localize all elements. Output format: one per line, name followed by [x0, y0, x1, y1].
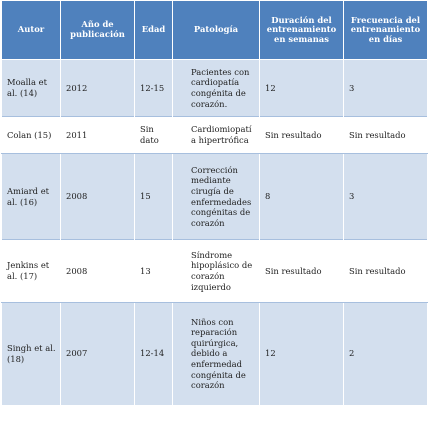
cell-duracion: Sin resultado [259, 116, 344, 154]
cell-autor: Singh et al. (18) [1, 302, 61, 405]
table-header: Autor Año de publicación Edad Patología … [1, 1, 428, 60]
cell-autor: Jenkins et al. (17) [1, 239, 61, 303]
cell-patologia: Niños con reparación quirúrgica, debido … [172, 302, 260, 405]
cell-anio: 2011 [60, 116, 135, 154]
header-edad: Edad [134, 1, 173, 60]
cell-duracion: 12 [259, 302, 344, 405]
header-row: Autor Año de publicación Edad Patología … [1, 1, 428, 60]
cell-anio: 2007 [60, 302, 135, 405]
cell-frecuencia: Sin resultado [343, 239, 428, 303]
cell-anio: 2012 [60, 59, 135, 117]
cell-edad: 15 [134, 153, 173, 240]
table-row: Singh et al. (18) 2007 12-14 Niños con r… [1, 302, 428, 405]
cell-frecuencia: Sin resultado [343, 116, 428, 154]
cell-duracion: Sin resultado [259, 239, 344, 303]
cell-duracion: 8 [259, 153, 344, 240]
table-body: Moalla et al. (14) 2012 12-15 Pacientes … [1, 59, 428, 405]
cell-edad: 13 [134, 239, 173, 303]
studies-table: Autor Año de publicación Edad Patología … [1, 1, 428, 405]
cell-anio: 2008 [60, 239, 135, 303]
cell-anio: 2008 [60, 153, 135, 240]
table-row: Jenkins et al. (17) 2008 13 Síndrome hip… [1, 239, 428, 303]
cell-frecuencia: 2 [343, 302, 428, 405]
cell-frecuencia: 3 [343, 59, 428, 117]
header-autor: Autor [1, 1, 61, 60]
header-patologia: Patología [172, 1, 260, 60]
table-row: Colan (15) 2011 Sin dato Cardiomiopatía … [1, 116, 428, 154]
cell-patologia: Pacientes con cardiopatía congénita de c… [172, 59, 260, 117]
cell-edad: 12-15 [134, 59, 173, 117]
cell-autor: Colan (15) [1, 116, 61, 154]
table-row: Amiard et al. (16) 2008 15 Corrección me… [1, 153, 428, 240]
table-row: Moalla et al. (14) 2012 12-15 Pacientes … [1, 59, 428, 117]
cell-autor: Amiard et al. (16) [1, 153, 61, 240]
header-frecuencia: Frecuencia del entrenamiento en días [343, 1, 428, 60]
cell-duracion: 12 [259, 59, 344, 117]
cell-patologia: Síndrome hipoplásico de corazón izquierd… [172, 239, 260, 303]
cell-patologia: Cardiomiopatía hipertrófica [172, 116, 260, 154]
cell-edad: 12-14 [134, 302, 173, 405]
cell-frecuencia: 3 [343, 153, 428, 240]
header-anio: Año de publicación [60, 1, 135, 60]
cell-edad: Sin dato [134, 116, 173, 154]
cell-autor: Moalla et al. (14) [1, 59, 61, 117]
cell-patologia: Corrección mediante cirugía de enfermeda… [172, 153, 260, 240]
header-duracion: Duración del entrenamiento en semanas [259, 1, 344, 60]
